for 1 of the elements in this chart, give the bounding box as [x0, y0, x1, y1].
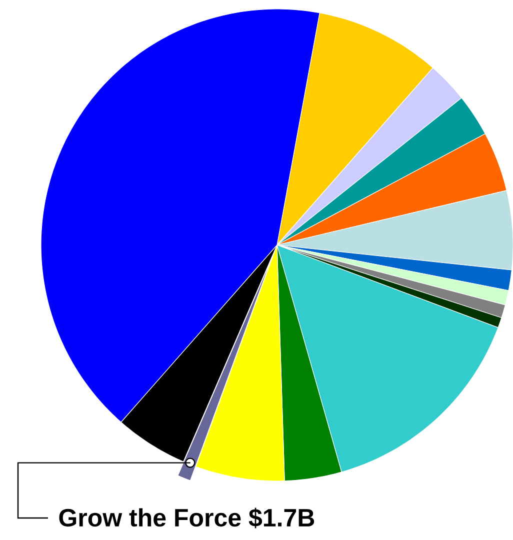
slice-label: Grow the Force $1.7B: [59, 508, 314, 528]
